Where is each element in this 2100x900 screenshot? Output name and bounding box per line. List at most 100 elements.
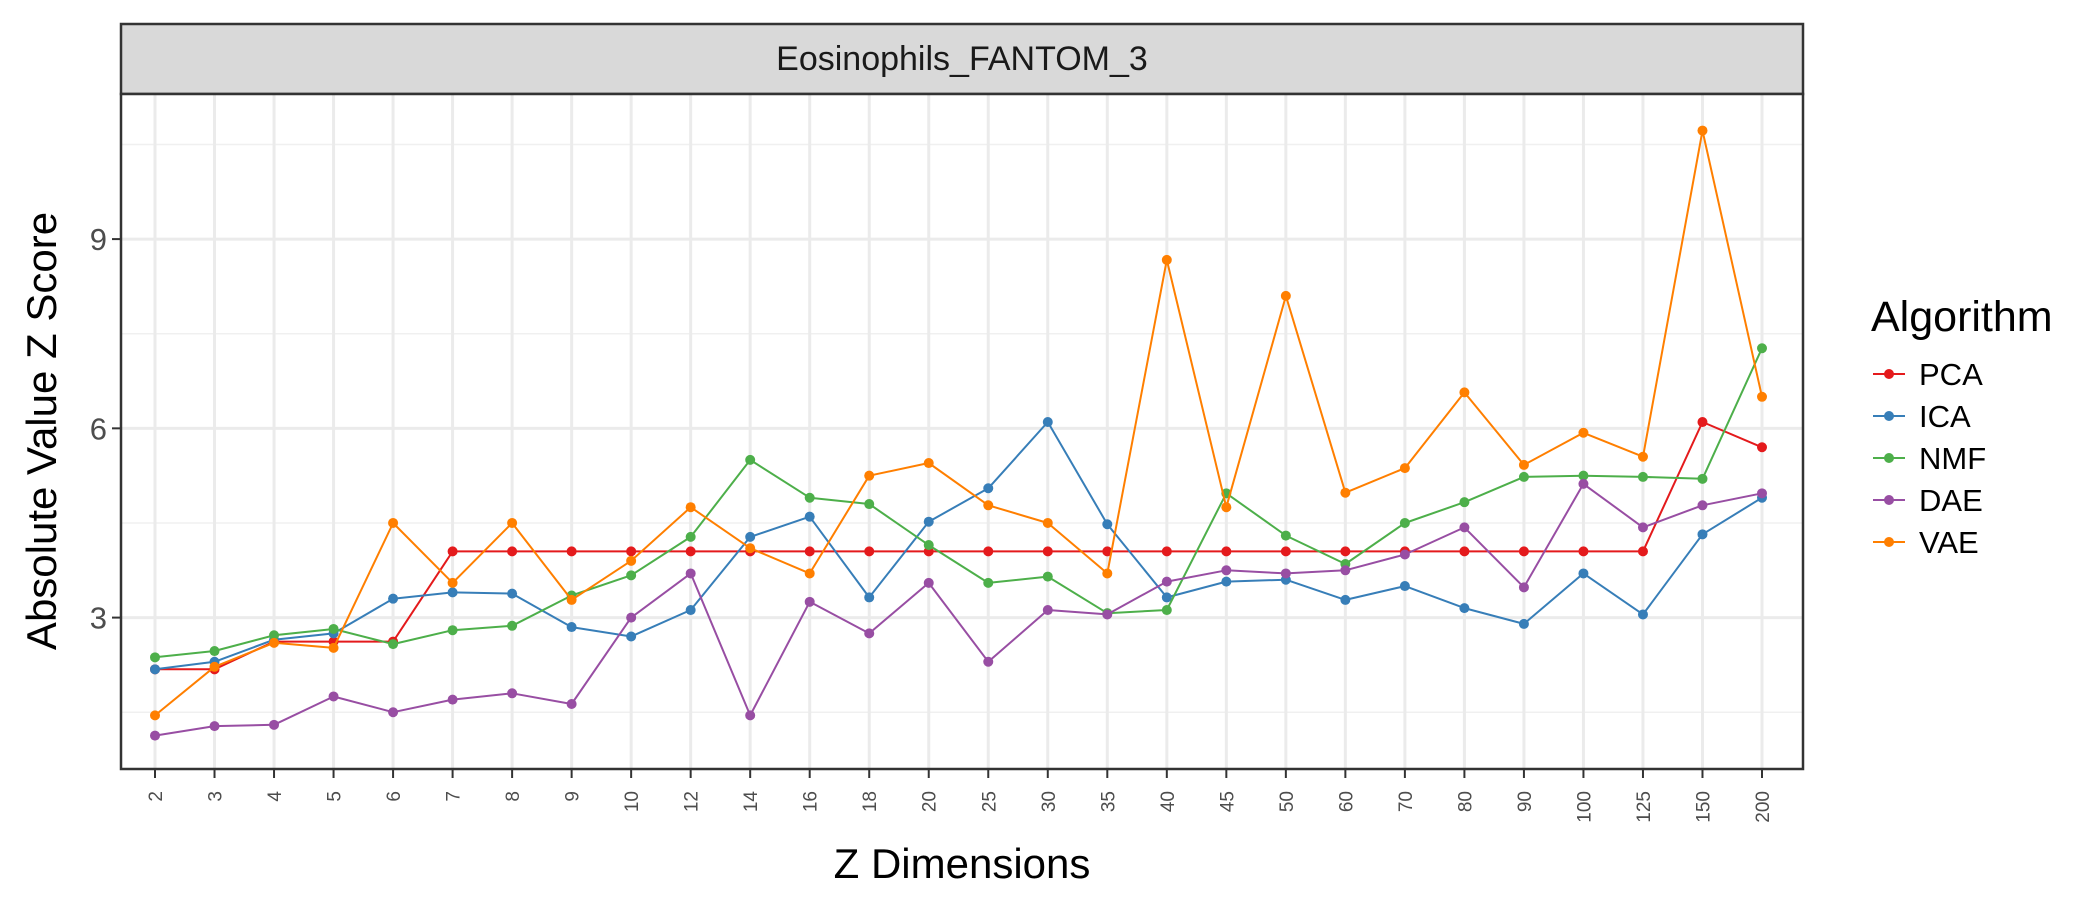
data-point-pca (983, 546, 994, 557)
data-point-nmf (1578, 470, 1589, 481)
data-point-nmf (1697, 473, 1708, 484)
series-line-vae (154, 129, 1763, 717)
data-point-pca (626, 546, 637, 557)
legend-item-pca: PCA (1873, 357, 1983, 392)
legend-key-point (1884, 369, 1894, 379)
data-point-ica (626, 631, 637, 642)
data-point-nmf (1637, 471, 1648, 482)
data-point-vae (1578, 427, 1589, 438)
data-point-ica (1102, 519, 1113, 530)
data-point-vae (447, 577, 458, 588)
data-point-pca (1578, 546, 1589, 557)
data-point-dae (150, 730, 160, 741)
legend-items: PCA ICA NMF DAE VAE (1873, 357, 1986, 560)
data-point-nmf (1399, 517, 1410, 528)
data-point-vae (1340, 487, 1351, 498)
x-tick-label: 35 (1098, 791, 1119, 812)
legend-key-point (1884, 453, 1894, 463)
x-tick-label: 18 (860, 791, 881, 812)
data-point-vae (685, 502, 696, 513)
data-point-ica (150, 664, 160, 675)
data-point-dae (1697, 500, 1708, 511)
x-tick-label: 4 (265, 791, 286, 802)
data-point-vae (1518, 459, 1529, 470)
legend-key-point (1884, 537, 1894, 547)
x-tick-label: 80 (1455, 791, 1476, 812)
data-point-pca (864, 546, 875, 557)
data-point-dae (566, 699, 577, 710)
data-point-nmf (507, 620, 518, 631)
y-tick-label: 9 (90, 222, 107, 257)
x-tick-label: 100 (1574, 791, 1595, 823)
data-point-ica (447, 587, 458, 598)
data-point-ica (388, 593, 399, 604)
data-point-nmf (923, 540, 934, 551)
data-point-dae (864, 628, 875, 639)
data-point-dae (1280, 568, 1291, 579)
data-point-nmf (1518, 471, 1529, 482)
data-point-ica (507, 588, 518, 599)
data-point-pca (447, 546, 458, 557)
data-point-pca (507, 546, 518, 557)
y-axis-title: Absolute Value Z Score (18, 212, 65, 650)
x-tick-label: 5 (325, 791, 346, 802)
data-point-vae (745, 543, 756, 554)
y-tick-label: 3 (90, 601, 107, 636)
data-point-vae (1042, 517, 1053, 528)
legend-item-label: PCA (1919, 357, 1983, 392)
x-tick-label: 20 (920, 791, 941, 812)
series-vae (150, 125, 1767, 721)
data-point-pca (566, 546, 577, 557)
y-tick-label: 6 (90, 411, 107, 446)
x-tick-label: 45 (1217, 791, 1238, 812)
data-point-vae (566, 594, 577, 605)
data-point-pca (1697, 417, 1708, 428)
data-point-vae (1102, 568, 1113, 579)
data-point-dae (745, 710, 756, 721)
x-tick-label: 40 (1158, 791, 1179, 812)
data-point-pca (1221, 546, 1232, 557)
data-point-pca (1459, 546, 1470, 557)
data-point-dae (388, 707, 399, 718)
data-point-nmf (150, 652, 160, 663)
legend-item-label: ICA (1919, 399, 1971, 434)
facet-strip: Eosinophils_FANTOM_3 (119, 22, 1805, 96)
data-point-vae (150, 710, 160, 721)
legend-item-vae: VAE (1873, 525, 1979, 560)
data-point-nmf (626, 570, 637, 581)
data-point-ica (1340, 594, 1351, 605)
data-point-dae (685, 568, 696, 579)
data-point-vae (864, 470, 875, 481)
data-point-nmf (1280, 530, 1291, 541)
data-point-pca (685, 546, 696, 557)
data-point-dae (328, 691, 339, 702)
data-point-ica (1399, 581, 1410, 592)
data-point-nmf (685, 531, 696, 542)
series-dae (150, 478, 1767, 741)
data-point-vae (923, 458, 934, 469)
x-tick-label: 30 (1039, 791, 1060, 812)
data-point-pca (1757, 442, 1767, 453)
data-point-pca (1161, 546, 1172, 557)
x-tick-label: 60 (1336, 791, 1357, 812)
x-tick-label: 150 (1693, 791, 1714, 823)
y-axis: 3 6 9 (90, 222, 121, 636)
x-tick-label: 16 (801, 791, 822, 812)
data-point-nmf (388, 639, 399, 650)
data-point-ica (1221, 576, 1232, 587)
legend-item-ica: ICA (1873, 399, 1971, 434)
data-point-dae (1757, 488, 1767, 499)
data-point-nmf (447, 625, 458, 636)
data-point-vae (507, 517, 518, 528)
x-tick-label: 25 (979, 791, 1000, 812)
series-lines (150, 125, 1767, 741)
data-point-vae (269, 637, 280, 648)
legend-item-dae: DAE (1873, 483, 1983, 518)
data-point-dae (507, 688, 518, 699)
data-point-dae (1042, 605, 1053, 616)
data-point-vae (1161, 254, 1172, 265)
data-point-pca (1340, 546, 1351, 557)
data-point-dae (447, 694, 458, 705)
data-point-dae (1161, 576, 1172, 587)
